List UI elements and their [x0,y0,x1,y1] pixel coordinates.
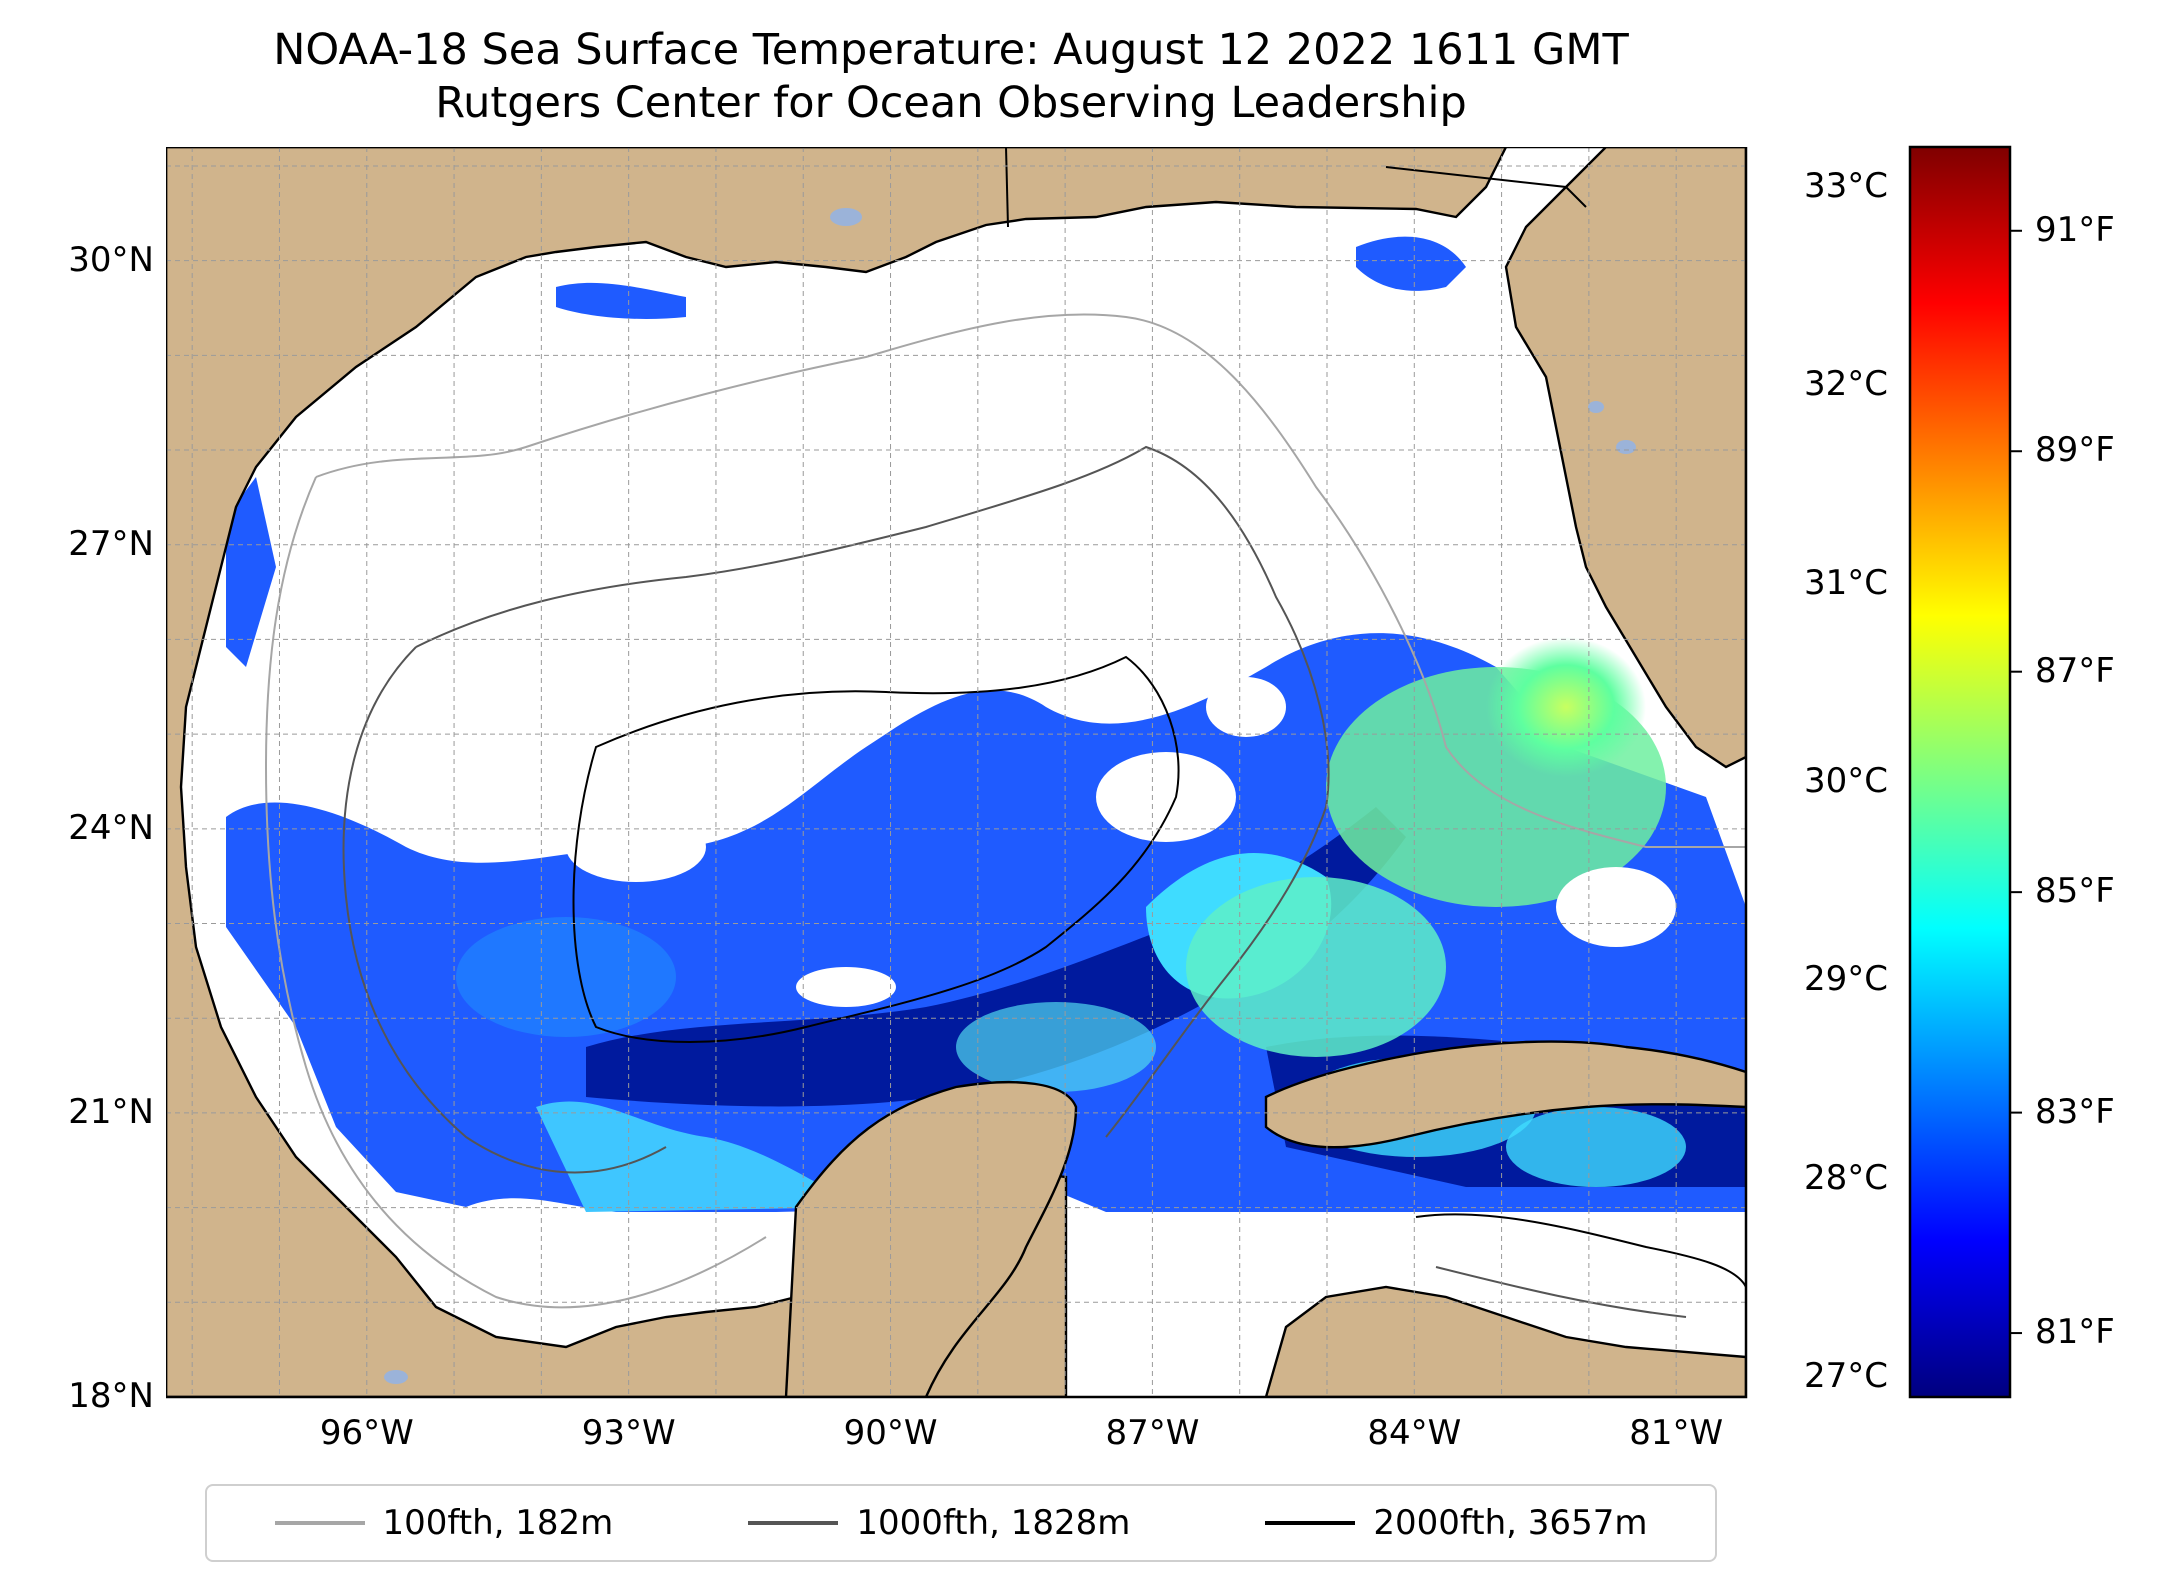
celsius-tick-label: 31°C [1803,562,1888,603]
celsius-tick-label: 32°C [1803,364,1888,405]
latitude-tick-label: 18°N [68,1376,154,1416]
legend-label: 100fth, 182m [382,1503,614,1543]
celsius-tick-label: 33°C [1803,165,1888,206]
legend-item-100fth: 100fth, 182m [274,1503,614,1543]
fahrenheit-scale [2010,229,2022,1335]
celsius-tick-label: 29°C [1803,959,1888,1000]
lakes [384,208,1636,1384]
longitude-tick-label: 87°W [1105,1413,1200,1453]
bathymetry-legend: 100fth, 182m 1000fth, 1828m 2000fth, 365… [205,1484,1717,1562]
fahrenheit-tick-label: 83°F [2035,1091,2115,1132]
fahrenheit-tick-label: 85°F [2035,871,2115,912]
fahrenheit-tick-label: 81°F [2035,1312,2115,1353]
legend-item-2000fth: 2000fth, 3657m [1265,1503,1647,1543]
celsius-tick-label: 30°C [1803,760,1888,801]
longitude-tick-label: 81°W [1629,1413,1724,1453]
latitude-tick-label: 21°N [68,1091,154,1132]
fahrenheit-tick-label: 89°F [2035,430,2115,471]
legend-swatch [748,1521,839,1525]
legend-label: 1000fth, 1828m [856,1503,1131,1543]
temperature-colorbar [1908,145,2022,1399]
state-borders [1005,147,1587,228]
longitude-tick-label: 96°W [319,1413,414,1453]
legend-swatch [1265,1521,1356,1525]
fahrenheit-tick-label: 91°F [2035,209,2115,250]
map-subtitle: Rutgers Center for Ocean Observing Leade… [435,78,1467,128]
latitude-tick-label: 24°N [68,807,154,848]
longitude-tick-label: 93°W [581,1413,676,1453]
map-frame [166,147,1748,1399]
longitude-tick-label: 90°W [843,1413,938,1453]
celsius-tick-label: 28°C [1803,1157,1888,1198]
legend-item-1000fth: 1000fth, 1828m [748,1503,1130,1543]
longitude-tick-label: 84°W [1367,1413,1462,1453]
bathymetry-contours [264,313,1746,1318]
celsius-tick-label: 27°C [1803,1356,1888,1397]
sst-map [166,147,1748,1399]
latitude-tick-label: 27°N [68,523,154,564]
latitude-tick-label: 30°N [68,239,154,280]
graticule [166,147,1746,1397]
fahrenheit-tick-label: 87°F [2035,650,2115,691]
legend-swatch [274,1521,365,1525]
map-title: NOAA-18 Sea Surface Temperature: August … [273,25,1629,75]
legend-label: 2000fth, 3657m [1373,1503,1648,1543]
colorbar-gradient [1908,145,2012,1399]
